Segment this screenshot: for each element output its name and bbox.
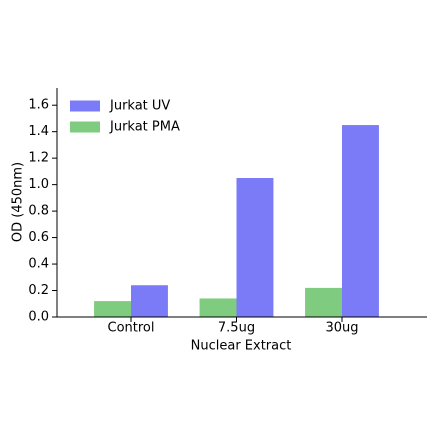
legend-swatch — [70, 100, 100, 112]
y-tick-label: 0.0 — [28, 310, 49, 325]
x-tick-label: 30ug — [325, 321, 358, 336]
y-tick-label: 0.6 — [28, 230, 49, 245]
y-tick-label: 1.4 — [28, 124, 49, 139]
x-axis-label: Nuclear Extract — [191, 339, 292, 354]
legend-swatch — [70, 121, 100, 133]
x-tick-label: 7.5ug — [218, 321, 255, 336]
x-tick-label: Control — [108, 321, 155, 336]
y-tick-label: 0.8 — [28, 204, 49, 219]
y-tick-label: 1.2 — [28, 151, 49, 166]
y-axis-label: OD (450nm) — [11, 162, 26, 242]
y-tick-label: 0.4 — [28, 257, 49, 272]
bar — [94, 301, 131, 317]
legend-label: Jurkat UV — [109, 99, 170, 114]
y-tick-label: 1.6 — [28, 98, 49, 113]
y-tick-label: 1.0 — [28, 177, 49, 192]
bar — [342, 125, 379, 317]
legend-label: Jurkat PMA — [109, 120, 180, 135]
bar — [236, 178, 274, 317]
y-tick-label: 0.2 — [28, 283, 49, 298]
bar — [131, 285, 168, 317]
bar — [199, 298, 237, 317]
bar — [305, 287, 342, 317]
